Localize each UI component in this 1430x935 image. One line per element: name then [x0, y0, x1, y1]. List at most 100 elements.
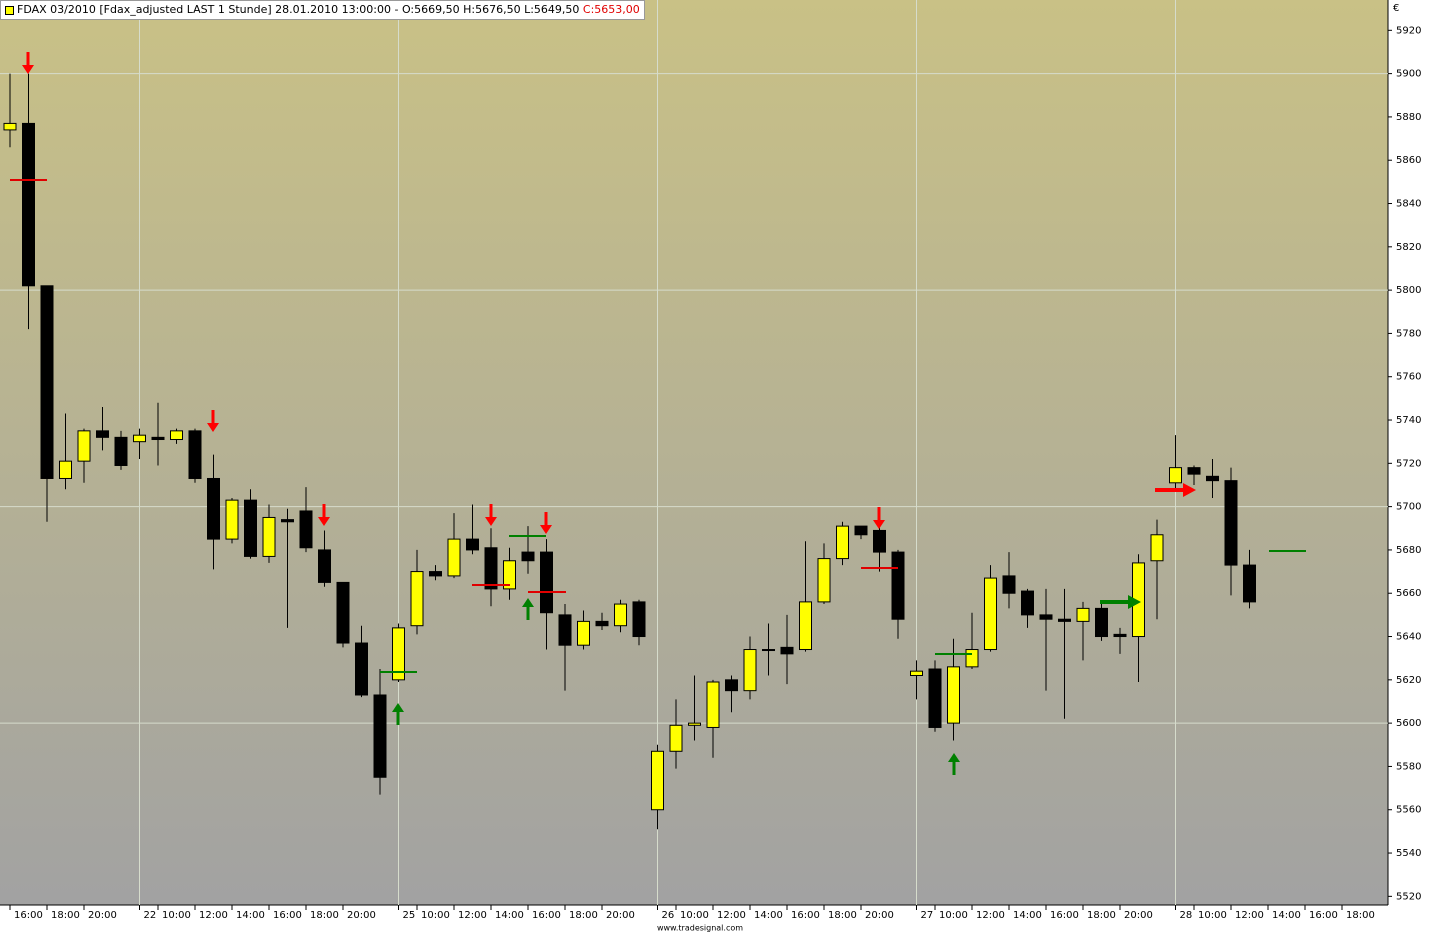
x-tick-label: 12:00: [976, 910, 1005, 921]
x-tick-label: 14:00: [236, 910, 265, 921]
candle-body: [817, 558, 831, 603]
candle-body: [743, 649, 757, 692]
candle-body: [1058, 618, 1071, 622]
x-tick-label: 18:00: [1087, 910, 1116, 921]
x-tick-label: 22: [144, 910, 157, 921]
y-tick-label: 5720: [1396, 458, 1421, 469]
candle-body: [910, 670, 923, 677]
candle-body: [965, 649, 979, 668]
x-tick-label: 27: [921, 910, 934, 921]
candle-body: [799, 601, 812, 651]
y-tick-label: 5520: [1396, 891, 1421, 902]
y-tick-label: 5540: [1396, 848, 1421, 859]
x-tick-label: 10:00: [1198, 910, 1227, 921]
candle-body: [891, 551, 905, 620]
candle-body: [558, 614, 572, 646]
x-tick-label: 14:00: [1013, 910, 1042, 921]
y-tick-label: 5560: [1396, 805, 1421, 816]
candle-body: [225, 499, 239, 540]
candle-body: [447, 538, 461, 577]
candle-body: [873, 529, 886, 553]
candle-body: [40, 285, 54, 479]
candle-body: [410, 571, 424, 627]
candle-body: [281, 519, 294, 523]
candle-body: [355, 642, 368, 696]
candle-body: [1095, 607, 1108, 638]
candle-body: [762, 649, 775, 652]
level-lines: [10, 179, 1306, 673]
candle-body: [188, 430, 202, 479]
x-tick-label: 20:00: [865, 910, 894, 921]
x-tick-label: 16:00: [791, 910, 820, 921]
x-tick-label: 18:00: [310, 910, 339, 921]
y-tick-label: 5700: [1396, 502, 1421, 513]
candle-body: [151, 436, 165, 441]
x-tick-label: 10:00: [421, 910, 450, 921]
candle-body: [947, 666, 960, 724]
x-tick-label: 18:00: [1346, 910, 1375, 921]
y-tick-label: 5680: [1396, 545, 1421, 556]
candle-body: [262, 516, 276, 557]
candle-body: [59, 460, 72, 479]
candle-body: [854, 525, 868, 536]
y-tick-label: 5860: [1396, 155, 1421, 166]
x-tick-label: 16:00: [1050, 910, 1079, 921]
candle-body: [521, 551, 535, 562]
x-tick-label: 28: [1180, 910, 1193, 921]
y-tick-label: 5600: [1396, 718, 1421, 729]
currency-label: €: [1393, 3, 1399, 14]
candle-body: [1002, 575, 1016, 594]
candle-body: [336, 581, 350, 644]
y-tick-label: 5620: [1396, 675, 1421, 686]
candle-body: [429, 571, 442, 577]
candle-body: [96, 430, 109, 438]
x-tick-label: 14:00: [495, 910, 524, 921]
y-tick-label: 5920: [1396, 25, 1421, 36]
x-tick-label: 12:00: [1235, 910, 1264, 921]
candle-body: [3, 122, 17, 131]
candle-body: [984, 577, 997, 651]
y-tick-label: 5660: [1396, 588, 1421, 599]
candle-body: [484, 547, 498, 590]
x-tick-label: 18:00: [51, 910, 80, 921]
x-tick-label: 20:00: [606, 910, 635, 921]
x-tick-label: 16:00: [532, 910, 561, 921]
candle-body: [373, 694, 387, 778]
x-tick-label: 16:00: [273, 910, 302, 921]
x-tick-label: 18:00: [569, 910, 598, 921]
x-tick-label: 25: [403, 910, 416, 921]
candle-body: [22, 122, 35, 287]
x-tick-label: 18:00: [828, 910, 857, 921]
candle-body: [725, 679, 738, 692]
candle-body: [595, 620, 609, 627]
x-tick-label: 26: [662, 910, 675, 921]
x-tick-label: 10:00: [680, 910, 709, 921]
candle-body: [706, 681, 720, 728]
x-tick-label: 10:00: [939, 910, 968, 921]
x-tick-label: 12:00: [199, 910, 228, 921]
x-tick-label: 12:00: [717, 910, 746, 921]
y-tick-label: 5580: [1396, 761, 1421, 772]
candle-body: [1187, 467, 1201, 475]
y-tick-label: 5740: [1396, 415, 1421, 426]
y-tick-label: 5820: [1396, 242, 1421, 253]
chart-title: FDAX 03/2010 [Fdax_adjusted LAST 1 Stund…: [17, 3, 580, 16]
plot-area: [0, 0, 1388, 905]
candle-body: [170, 430, 183, 441]
candle-body: [632, 601, 646, 638]
footer: www.tradesignal.com: [657, 924, 743, 933]
candle-body: [1150, 534, 1164, 562]
x-tick-label: 20:00: [88, 910, 117, 921]
y-tick-label: 5760: [1396, 372, 1421, 383]
candle-body: [1021, 590, 1034, 616]
x-tick-label: 20:00: [1124, 910, 1153, 921]
candle-body: [77, 430, 91, 462]
candle-body: [669, 724, 683, 752]
y-tick-label: 5880: [1396, 112, 1421, 123]
candle-body: [1169, 467, 1182, 484]
y-tick-label: 5800: [1396, 285, 1421, 296]
candle-body: [577, 620, 590, 646]
y-tick-label: 5840: [1396, 199, 1421, 210]
